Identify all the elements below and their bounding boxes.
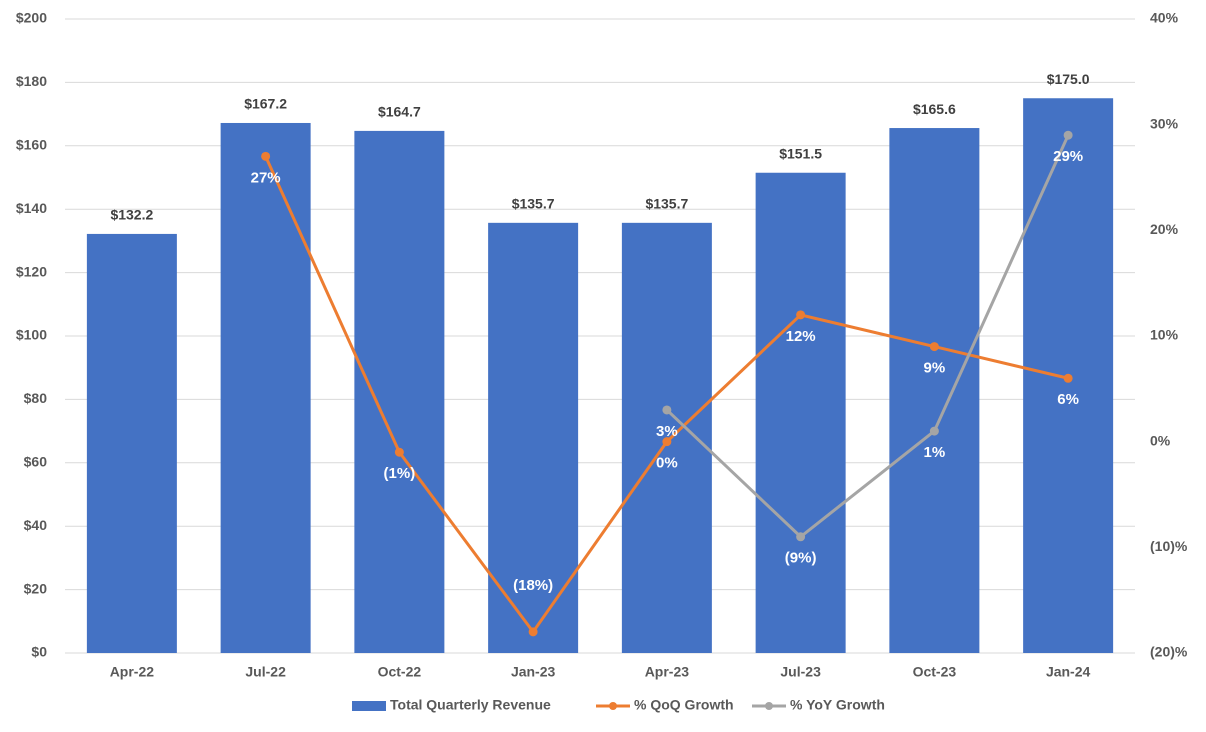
legend-swatch [609,702,617,710]
x-tick-label: Jul-23 [780,664,821,680]
line-value-label: 27% [251,169,281,186]
x-tick-label: Jul-22 [245,664,286,680]
bar [220,122,311,653]
line-point [528,627,538,637]
x-tick-label: Jan-24 [1046,664,1091,680]
line-value-label: 9% [924,360,946,377]
legend-label: % YoY Growth [790,697,885,713]
y-tick-label: $160 [16,137,47,153]
bar-value-label: $132.2 [110,207,153,223]
line-point [929,342,939,352]
line [665,134,1070,539]
legend-swatch [765,702,773,710]
line-point [796,532,806,542]
line-point [394,447,404,457]
bar-value-label: $165.6 [913,101,956,117]
line-value-label: 1% [924,444,946,461]
y-tick-label: $20 [24,580,48,596]
line-value-label: (9%) [785,550,817,567]
bar-value-label: $167.2 [244,96,287,112]
y-tick-label: $100 [16,327,47,343]
y-tick-label: $200 [16,10,47,26]
line-point [1063,373,1073,383]
line-value-label: (1%) [384,465,416,482]
bar-value-label: $175.0 [1047,71,1090,87]
bar [889,128,980,654]
bar [86,233,177,653]
y2-tick-label: (20)% [1150,644,1188,660]
line-value-label: (18%) [513,577,553,594]
bar [755,172,846,653]
line-value-label: 29% [1053,148,1083,165]
y2-tick-label: 30% [1150,115,1179,131]
y-tick-label: $0 [31,644,47,660]
line-point [261,151,271,161]
x-tick-label: Jan-23 [511,664,556,680]
y2-tick-label: (10)% [1150,538,1188,554]
line-point [929,426,939,436]
bar [488,222,579,653]
x-tick-label: Oct-23 [913,664,957,680]
line-value-label: 3% [656,423,678,440]
legend-label: Total Quarterly Revenue [390,697,551,713]
line-value-label: 0% [656,455,678,472]
y-tick-label: $120 [16,263,47,279]
bar-value-label: $135.7 [512,196,555,212]
x-tick-label: Oct-22 [378,664,422,680]
x-tick-label: Apr-23 [645,664,690,680]
line-point [662,405,672,415]
bar [354,130,445,653]
bar-value-label: $164.7 [378,104,421,120]
legend-label: % QoQ Growth [634,697,734,713]
bar-value-label: $151.5 [779,145,822,161]
line-value-label: 12% [786,328,816,345]
x-tick-label: Apr-22 [110,664,155,680]
y-tick-label: $60 [24,454,48,470]
y-tick-label: $40 [24,517,48,533]
legend-swatch [352,701,386,711]
y2-tick-label: 40% [1150,10,1179,26]
bar-value-label: $135.7 [645,196,688,212]
line-point [796,310,806,320]
y-tick-label: $140 [16,200,47,216]
y2-tick-label: 20% [1150,221,1179,237]
line-point [662,437,672,447]
line-point [1063,130,1073,140]
y-tick-label: $180 [16,73,47,89]
line-value-label: 6% [1057,391,1079,408]
y2-tick-label: 0% [1150,432,1171,448]
y-tick-label: $80 [24,390,48,406]
y2-tick-label: 10% [1150,327,1179,343]
